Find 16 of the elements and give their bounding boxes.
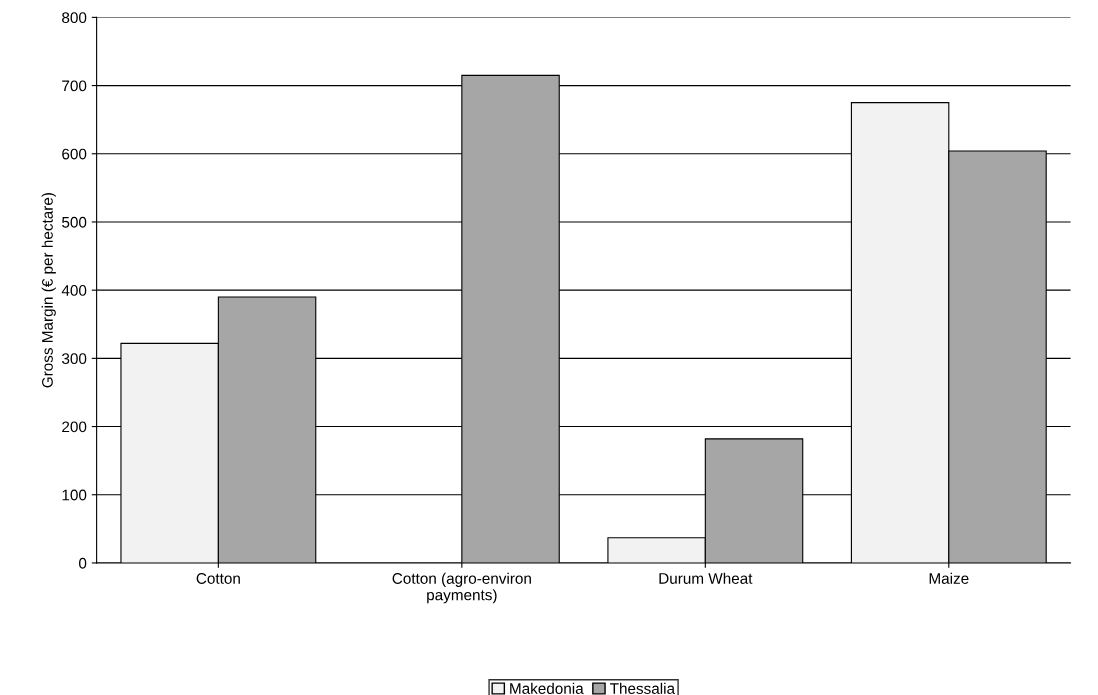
y-tick-label: 400 <box>61 285 87 296</box>
y-tick-label: 700 <box>62 80 87 92</box>
x-tick-label: Maize <box>929 572 969 584</box>
y-tick-label: 500 <box>62 216 87 228</box>
legend-label: Makedonia <box>510 682 584 694</box>
y-axis-title: Gross Margin (€ per hectare) <box>41 193 56 388</box>
y-tick-label: 300 <box>62 353 87 365</box>
x-tick-label: Cotton (agro-environ payments) <box>392 572 531 604</box>
y-tick-label: 200 <box>62 421 87 433</box>
x-tick-label: Durum Wheat <box>659 572 753 584</box>
y-tick-label: 100 <box>62 489 87 501</box>
y-tick-label: 0 <box>79 557 87 569</box>
y-tick-label: 600 <box>62 148 87 160</box>
y-tick-label: 800 <box>62 12 87 24</box>
legend-label: Thessalia <box>610 682 676 694</box>
x-tick-label: Cotton <box>196 573 240 584</box>
